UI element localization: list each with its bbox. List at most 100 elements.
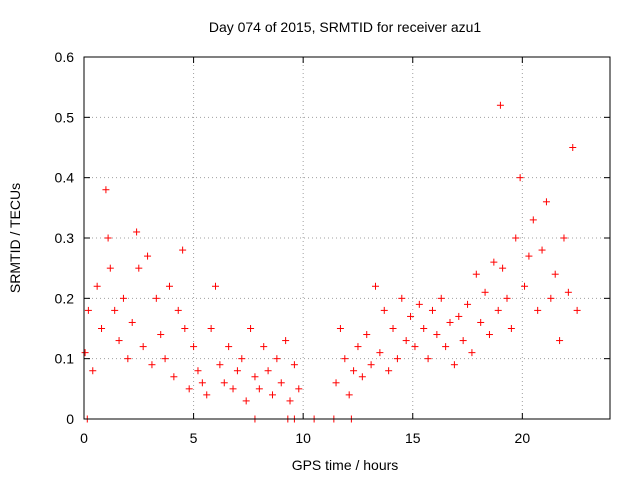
data-point: [485, 331, 493, 339]
data-point: [282, 337, 290, 345]
data-point: [564, 288, 572, 296]
data-point: [332, 379, 340, 387]
data-point: [190, 343, 198, 351]
data-point: [119, 294, 127, 302]
y-tick-label: 0.6: [55, 49, 75, 65]
data-point: [93, 282, 101, 290]
chart-title: Day 074 of 2015, SRMTID for receiver azu…: [209, 19, 482, 35]
grid-lines: [84, 57, 610, 419]
data-point: [529, 216, 537, 224]
data-point: [464, 300, 472, 308]
data-point: [106, 264, 114, 272]
data-point: [133, 228, 141, 236]
data-points: [81, 101, 581, 423]
data-point: [198, 379, 206, 387]
x-axis-title: GPS time / hours: [292, 457, 399, 473]
y-tick-label: 0.3: [55, 230, 75, 246]
axis-ticks: 0 0.1 0.2 0.3 0.4 0.5 0.6 0 5 10 15 20: [55, 49, 610, 446]
data-point: [385, 367, 393, 375]
data-point: [247, 325, 255, 332]
data-point: [494, 306, 502, 314]
data-point: [573, 306, 581, 314]
data-point: [433, 331, 441, 339]
data-point: [238, 355, 246, 363]
data-point: [560, 234, 568, 242]
data-point: [144, 252, 152, 260]
data-point: [81, 349, 89, 357]
data-point: [341, 355, 349, 363]
data-point: [551, 270, 559, 278]
data-point: [542, 198, 550, 206]
data-point: [363, 331, 371, 339]
data-point: [428, 306, 436, 314]
data-point: [407, 312, 415, 320]
data-point: [547, 294, 555, 302]
x-tick-label: 5: [190, 430, 198, 446]
data-point: [148, 361, 156, 369]
data-point: [216, 361, 224, 369]
data-point: [128, 318, 136, 326]
data-point: [424, 355, 432, 363]
data-point: [207, 325, 215, 332]
data-point: [345, 391, 353, 399]
data-point: [376, 349, 384, 357]
data-point: [507, 325, 515, 332]
data-point: [174, 306, 182, 314]
data-point: [455, 312, 463, 320]
data-point: [446, 318, 454, 326]
data-point: [415, 300, 423, 308]
data-point: [350, 367, 358, 375]
data-point: [336, 325, 344, 332]
data-point: [402, 337, 410, 345]
y-tick-label: 0.1: [55, 351, 75, 367]
data-point: [179, 246, 187, 254]
data-point: [212, 282, 219, 290]
data-point: [251, 373, 259, 381]
data-point: [442, 343, 450, 351]
data-point: [569, 144, 577, 151]
data-point: [170, 373, 178, 381]
data-point: [398, 294, 406, 302]
data-point: [115, 337, 123, 345]
data-point: [521, 282, 529, 290]
data-point: [84, 306, 92, 314]
data-point: [459, 337, 467, 345]
data-point: [157, 331, 165, 339]
data-point: [135, 264, 143, 272]
x-tick-label: 0: [80, 430, 88, 446]
data-point: [490, 258, 498, 266]
data-point: [472, 270, 480, 278]
data-point: [450, 361, 458, 369]
data-point: [220, 379, 228, 387]
data-point: [516, 174, 524, 182]
y-tick-label: 0.5: [55, 109, 75, 125]
data-point: [277, 379, 285, 387]
data-point: [420, 325, 428, 332]
data-point: [525, 252, 533, 260]
data-point: [496, 101, 504, 109]
data-point: [111, 306, 119, 314]
data-point: [165, 282, 173, 290]
x-tick-label: 20: [515, 430, 531, 446]
data-point: [181, 325, 189, 332]
data-point: [203, 391, 211, 399]
data-point: [503, 294, 511, 302]
data-point: [393, 355, 401, 363]
data-point: [295, 385, 303, 393]
data-point: [468, 349, 476, 357]
data-point: [499, 264, 507, 272]
data-point: [229, 385, 237, 393]
data-point: [260, 343, 268, 351]
data-point: [437, 294, 445, 302]
data-point: [233, 367, 241, 375]
data-point: [273, 355, 281, 363]
data-point: [389, 325, 397, 332]
data-point: [268, 391, 276, 399]
data-point: [286, 397, 294, 405]
data-point: [225, 343, 233, 351]
data-point: [512, 234, 520, 242]
x-tick-label: 15: [405, 430, 421, 446]
data-point: [194, 367, 202, 375]
data-point: [481, 288, 489, 296]
data-point: [556, 337, 564, 345]
